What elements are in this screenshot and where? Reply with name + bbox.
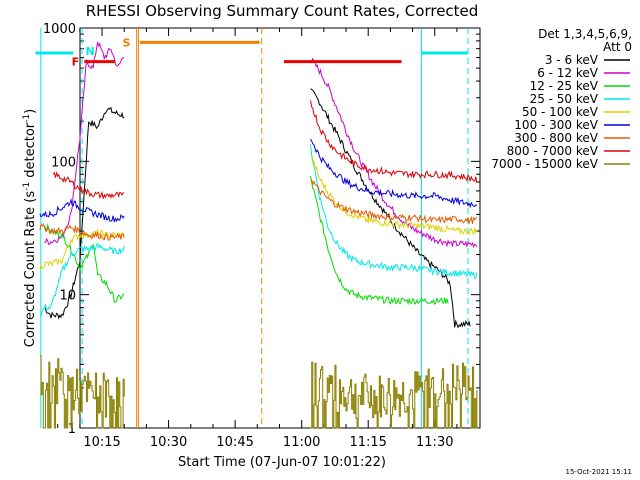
flag-label-2: S bbox=[122, 36, 130, 49]
x-tick-label-4: 11:15 bbox=[349, 435, 386, 450]
x-tick-label-0: 10:15 bbox=[83, 435, 120, 450]
flag-labels: FN S bbox=[72, 36, 131, 68]
series-line-2-seg0 bbox=[43, 223, 125, 303]
plot-frame bbox=[79, 27, 481, 429]
series-line-0-seg0 bbox=[44, 106, 125, 320]
x-tick-label-2: 10:45 bbox=[216, 435, 253, 450]
timestamp: 15-Oct-2021 15:11 bbox=[566, 468, 632, 476]
flag-label-1: N bbox=[85, 45, 94, 58]
legend-label-7: 800 - 7000 keV bbox=[507, 144, 599, 158]
series-line-7-seg0 bbox=[52, 171, 125, 200]
series-line-6-seg1 bbox=[310, 179, 478, 225]
series-line-5-seg0 bbox=[39, 198, 125, 223]
legend-label-0: 3 - 6 keV bbox=[545, 53, 599, 67]
legend-label-1: 6 - 12 keV bbox=[537, 66, 599, 80]
legend-label-4: 50 - 100 keV bbox=[522, 105, 599, 119]
x-tick-label-5: 11:30 bbox=[416, 435, 453, 450]
series-lines bbox=[39, 41, 478, 429]
vertical-markers bbox=[40, 28, 469, 428]
series-line-3-seg1 bbox=[310, 144, 478, 279]
series-line-8-seg0 bbox=[39, 355, 125, 429]
series-line-1-seg1 bbox=[310, 57, 478, 249]
legend-label-6: 300 - 800 keV bbox=[514, 131, 598, 145]
legend-label-2: 12 - 25 keV bbox=[530, 79, 599, 93]
legend-header-attenuator: Att 0 bbox=[603, 40, 632, 54]
series-line-6-seg0 bbox=[39, 222, 125, 241]
x-tick-label-3: 11:00 bbox=[283, 435, 320, 450]
x-axis-label: Start Time (07-Jun-07 10:01:22) bbox=[178, 455, 386, 470]
legend-label-5: 100 - 300 keV bbox=[514, 118, 598, 132]
y-tick-label-2: 100 bbox=[51, 155, 76, 170]
series-line-4-seg1 bbox=[310, 156, 478, 236]
flag-label-0: F bbox=[72, 56, 80, 69]
y-tick-label-0: 1 bbox=[68, 422, 76, 437]
legend-label-3: 25 - 50 keV bbox=[530, 92, 599, 106]
series-line-7-seg1 bbox=[310, 100, 478, 183]
series-line-2-seg1 bbox=[310, 175, 449, 306]
legend-header-detectors: Det 1,3,4,5,6,9, bbox=[538, 27, 632, 41]
y-axis-label: Corrected Count Rate (s-1 detector-1) bbox=[22, 109, 38, 347]
attenuator-bars bbox=[35, 40, 469, 64]
chart-title: RHESSI Observing Summary Count Rates, Co… bbox=[86, 2, 479, 20]
series-line-5-seg1 bbox=[310, 138, 478, 209]
legend-label-8: 7000 - 15000 keV bbox=[491, 157, 598, 171]
y-tick-label-3: 1000 bbox=[43, 22, 76, 37]
series-line-3-seg0 bbox=[39, 242, 125, 317]
x-tick-label-1: 10:30 bbox=[150, 435, 187, 450]
series-line-1-seg0 bbox=[44, 41, 125, 246]
series-line-8-seg1 bbox=[310, 361, 478, 429]
